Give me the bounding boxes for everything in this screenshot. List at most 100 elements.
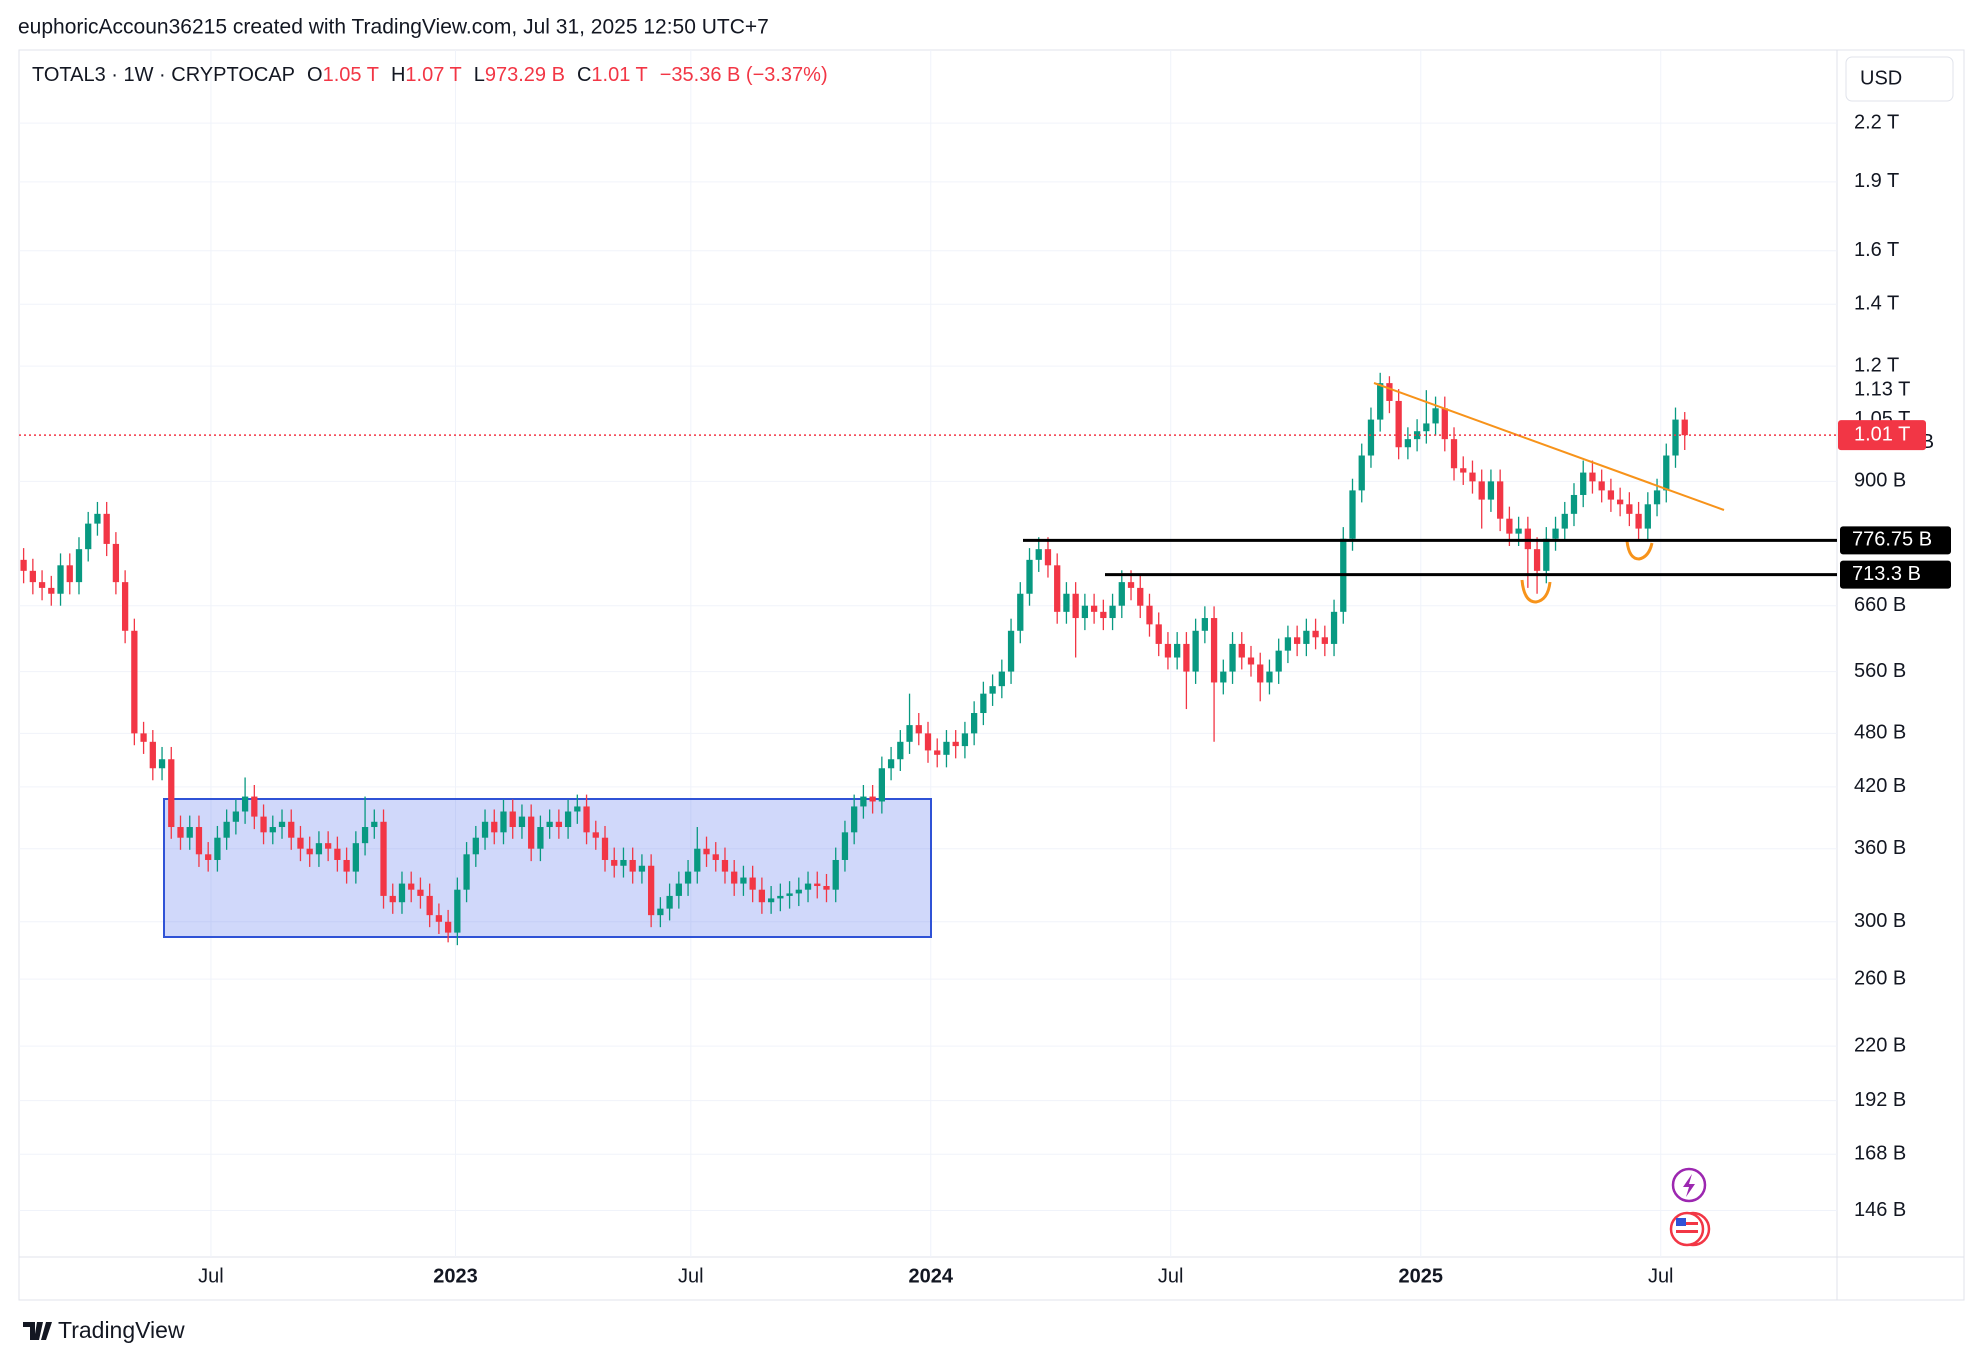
candle-body xyxy=(1469,472,1476,482)
candle-body xyxy=(352,843,359,872)
grid xyxy=(19,50,1837,1257)
candle-body xyxy=(1487,481,1495,500)
candle-body xyxy=(278,821,286,828)
candle-body xyxy=(546,821,553,828)
candle-body xyxy=(1035,549,1042,560)
candle-body xyxy=(629,859,636,872)
candle-body xyxy=(740,877,747,884)
candle-body xyxy=(426,895,433,916)
y-tick-label: 146 B xyxy=(1854,1199,1906,1221)
candle-body xyxy=(1404,439,1412,448)
candle-body xyxy=(897,741,904,760)
candle-body xyxy=(1109,605,1116,619)
open-value: 1.05 T xyxy=(323,64,379,86)
candle-body xyxy=(454,889,461,933)
candle-body xyxy=(1284,637,1292,651)
candle-body xyxy=(20,559,27,571)
candle-body xyxy=(398,883,406,903)
candle-body xyxy=(509,811,516,828)
candle-body xyxy=(1672,419,1679,456)
scale-label: 1.13 T xyxy=(1854,378,1910,400)
candle-body xyxy=(38,582,46,588)
marker-curve xyxy=(1625,540,1654,561)
level-label-box xyxy=(1840,526,1951,555)
candle-body xyxy=(463,854,470,890)
candle-body xyxy=(814,883,821,887)
currency-button[interactable] xyxy=(1845,56,1954,102)
candle-body xyxy=(952,741,959,747)
symbol: TOTAL3 · 1W · CRYPTOCAP xyxy=(32,64,295,86)
candle-body xyxy=(703,848,710,855)
candle-body xyxy=(1257,664,1264,683)
lightning-icon xyxy=(1683,1174,1695,1197)
candle-body xyxy=(1386,383,1393,401)
candle-body xyxy=(1543,538,1550,571)
candle-body xyxy=(1616,499,1624,505)
footer-brand: TradingView xyxy=(58,1317,185,1343)
candle-body xyxy=(389,895,396,903)
candle-body xyxy=(1118,582,1125,606)
flag-icon[interactable] xyxy=(1669,1211,1705,1247)
last-price-box xyxy=(1838,420,1926,451)
candle-body xyxy=(1552,528,1559,539)
candle-body xyxy=(721,859,729,872)
candle-body xyxy=(1524,528,1531,550)
candle-body xyxy=(1100,611,1107,619)
candle-body xyxy=(869,796,876,802)
candle-body xyxy=(1607,490,1615,500)
flag-canton xyxy=(1676,1218,1686,1226)
candle-body xyxy=(1653,490,1661,505)
candle-body xyxy=(1626,504,1633,514)
candle-body xyxy=(491,821,498,833)
candle-body xyxy=(1681,419,1688,436)
low-value: 973.29 B xyxy=(485,64,565,86)
x-tick-label: Jul xyxy=(198,1265,224,1287)
candle-body xyxy=(380,821,387,896)
candle-body xyxy=(961,733,969,747)
candle-body xyxy=(851,806,858,833)
candle-body xyxy=(583,806,590,833)
y-tick-label: 168 B xyxy=(1854,1142,1906,1164)
candle-body xyxy=(1044,549,1052,566)
trend-line xyxy=(1373,382,1725,511)
candle-body xyxy=(601,837,609,860)
candle-body xyxy=(1413,431,1421,440)
candle-body xyxy=(1247,657,1255,665)
candle-body xyxy=(1303,630,1310,644)
y-tick-label: 900 B xyxy=(1854,470,1906,492)
candle-body xyxy=(158,759,166,769)
x-tick-label: Jul xyxy=(678,1265,704,1287)
change-value: −35.36 B (−3.37%) xyxy=(660,64,828,86)
y-tick-label: 420 B xyxy=(1854,775,1906,797)
candle-body xyxy=(1026,559,1033,594)
candle-body xyxy=(66,565,73,583)
candle-body xyxy=(1174,643,1181,658)
candle-body xyxy=(1395,400,1402,448)
candle-body xyxy=(1155,624,1162,644)
candle-body xyxy=(94,513,101,524)
candle-body xyxy=(1275,650,1282,672)
x-tick-label: 2024 xyxy=(909,1265,954,1287)
candle-body xyxy=(1561,513,1568,529)
candle-body xyxy=(1441,408,1448,440)
candle-body xyxy=(537,827,544,849)
candle-body xyxy=(555,821,563,828)
y-tick-label: 480 B xyxy=(1854,722,1906,744)
candle-body xyxy=(371,821,378,828)
candle-body xyxy=(804,883,812,890)
candle-body xyxy=(214,837,221,860)
y-tick-label: 300 B xyxy=(1854,910,1906,932)
y-tick-label: 1.9 T xyxy=(1854,170,1899,192)
candle-body xyxy=(1589,472,1596,482)
candle-body xyxy=(564,811,572,828)
candle-body xyxy=(666,895,673,909)
candle-body xyxy=(989,686,996,694)
candle-body xyxy=(177,827,184,838)
currency[interactable]: USD xyxy=(1860,67,1902,89)
candle-body xyxy=(315,843,323,855)
candle-body xyxy=(444,921,452,933)
candle-body xyxy=(731,871,738,884)
y-tick-label: 1.2 T xyxy=(1854,354,1899,376)
